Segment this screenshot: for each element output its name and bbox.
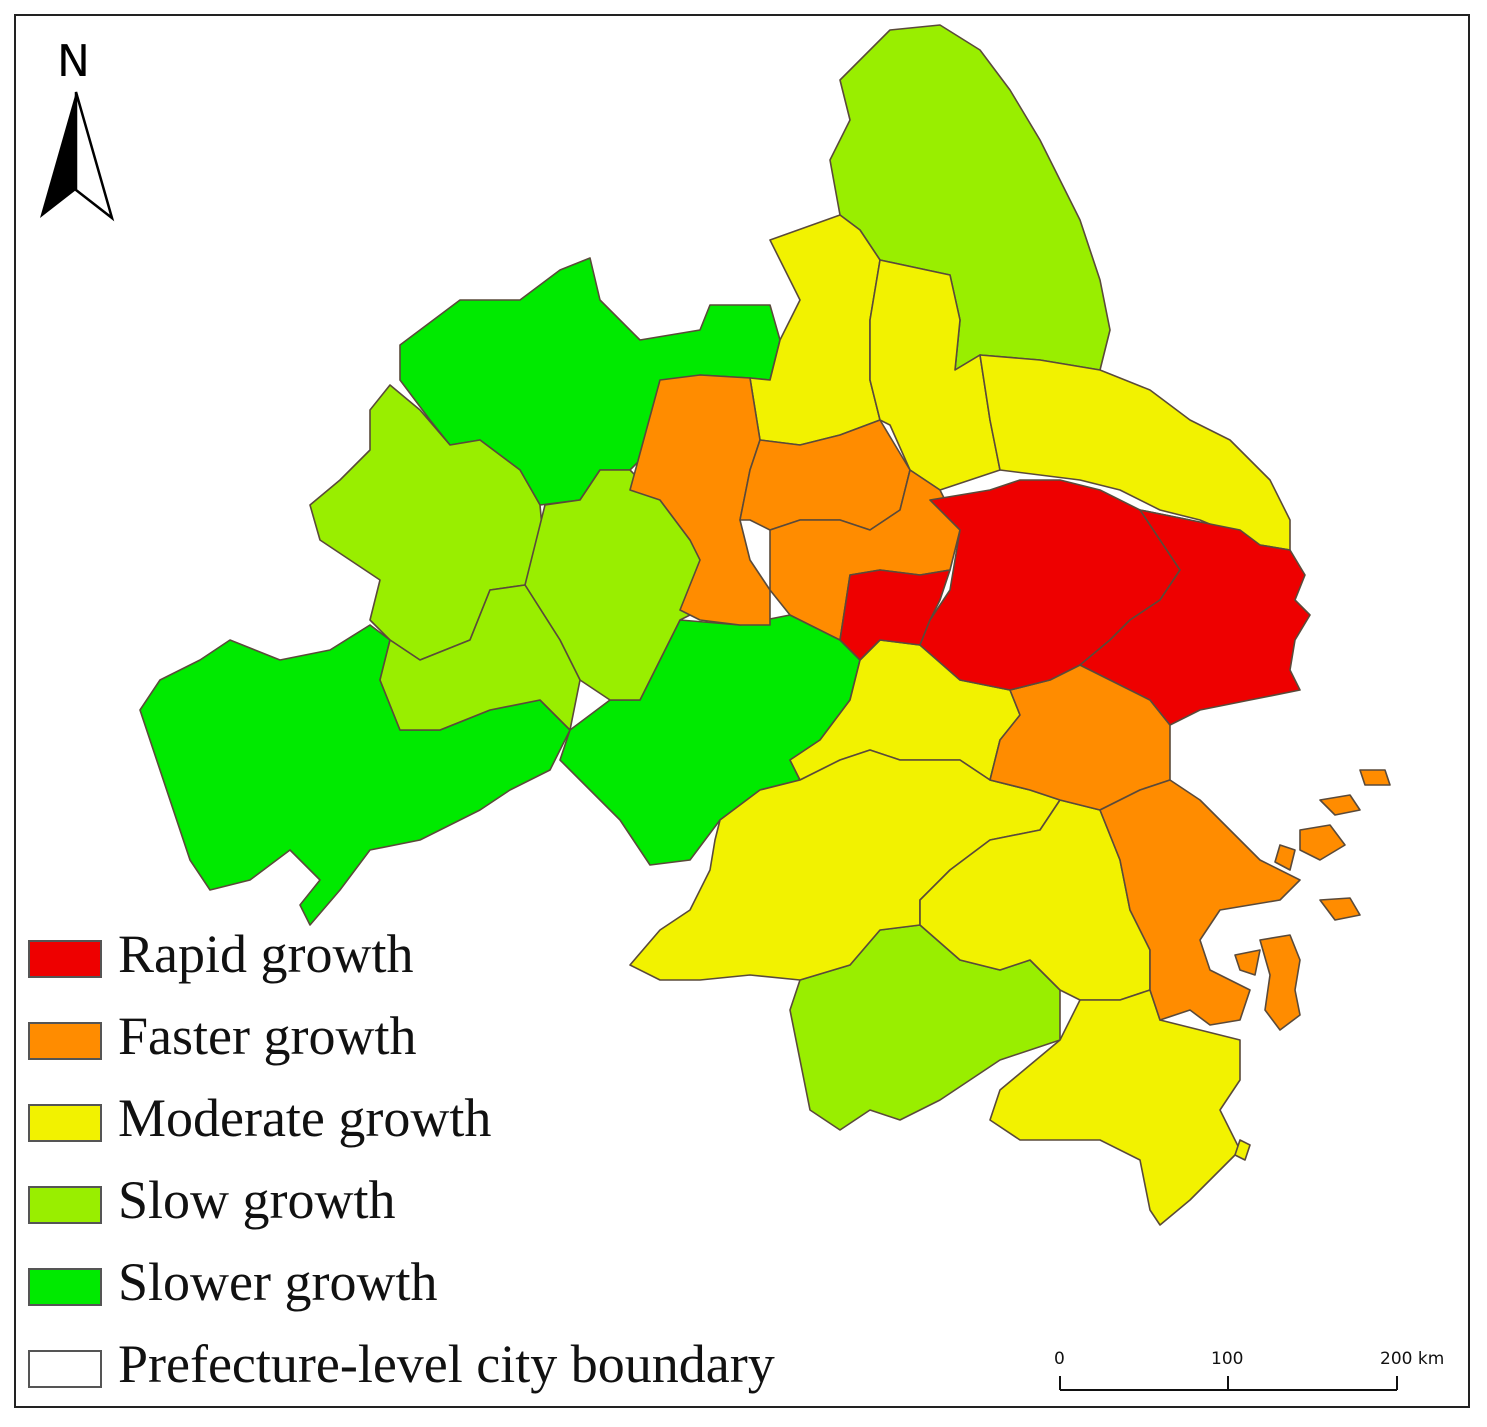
- scale-tick-200: 200 km: [1380, 1349, 1444, 1369]
- legend-label-slow: Slow growth: [118, 1170, 396, 1230]
- legend-swatch-moderate: [28, 1104, 102, 1142]
- legend-swatch-boundary: [28, 1350, 102, 1388]
- region-faster-south: [769, 469, 961, 641]
- legend-label-faster: Faster growth: [118, 1006, 417, 1066]
- legend-swatch-slow: [28, 1186, 102, 1224]
- region-rapid-east: [1079, 509, 1311, 726]
- north-label: N: [57, 36, 90, 87]
- region-moderate-north-b: [869, 259, 1001, 491]
- legend-swatch-rapid: [28, 940, 102, 978]
- legend-label-rapid: Rapid growth: [118, 924, 414, 984]
- legend-label-boundary: Prefecture-level city boundary: [118, 1334, 775, 1394]
- region-faster-coastal: [1099, 779, 1301, 1026]
- scale-tick-100: 100: [1211, 1349, 1243, 1369]
- legend-label-moderate: Moderate growth: [118, 1088, 492, 1148]
- north-arrow-icon: [40, 91, 115, 222]
- region-slower-southwest: [139, 624, 571, 926]
- scale-bar: [1059, 1376, 1398, 1391]
- legend-swatch-faster: [28, 1022, 102, 1060]
- offshore-islands: [1234, 769, 1391, 1161]
- region-faster-west: [629, 374, 771, 626]
- scale-tick-0: 0: [1054, 1349, 1065, 1369]
- legend-swatch-slower: [28, 1268, 102, 1306]
- region-slow-south: [379, 584, 581, 731]
- legend-label-slower: Slower growth: [118, 1252, 438, 1312]
